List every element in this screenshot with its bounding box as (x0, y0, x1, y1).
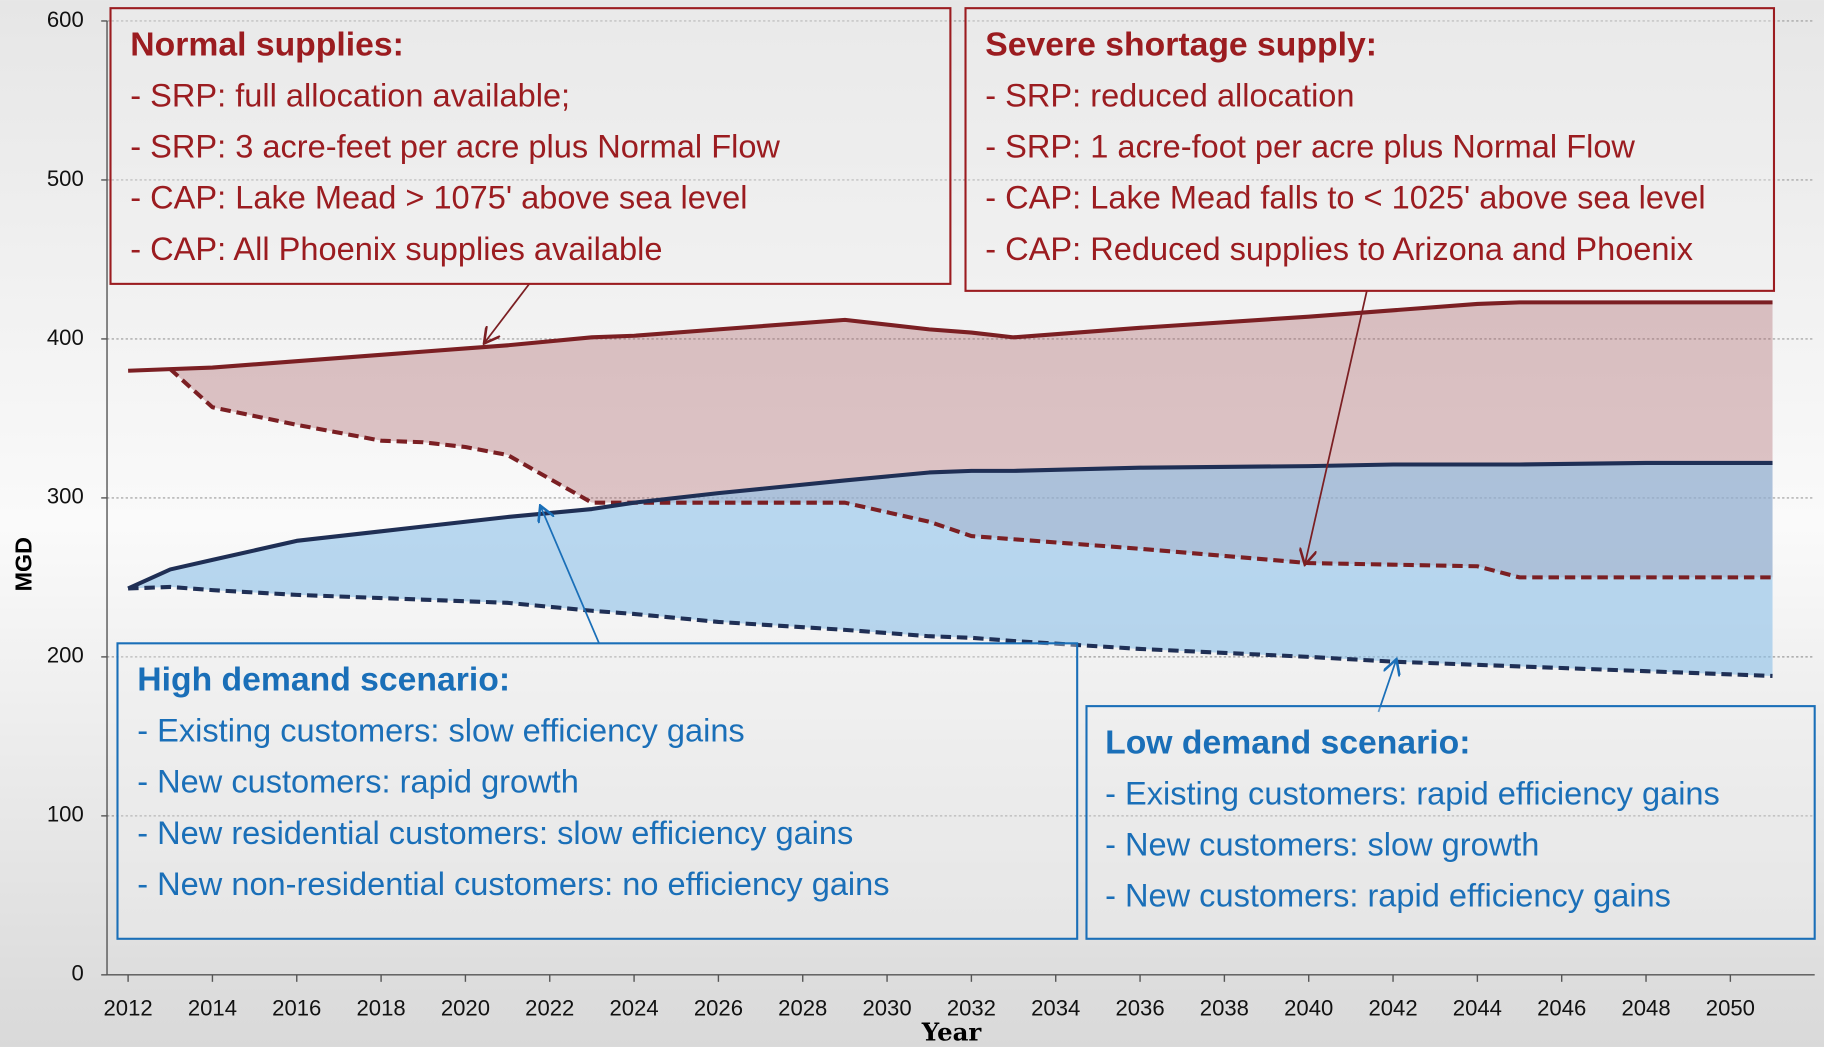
annotation-line: - SRP: full allocation available; (130, 77, 570, 113)
annotation-title: High demand scenario: (137, 661, 510, 699)
arrow (485, 283, 530, 342)
annotation-line: - Existing customers: rapid efficiency g… (1105, 775, 1720, 811)
x-tick-label: 2042 (1368, 996, 1417, 1021)
x-tick-label: 2032 (947, 996, 996, 1021)
annotation-frame (964, 7, 1776, 292)
y-tick-label: 0 (71, 961, 83, 986)
x-tick-label: 2014 (188, 996, 237, 1021)
series-line (168, 367, 1773, 580)
annotation-line: - CAP: All Phoenix supplies available (130, 231, 662, 267)
arrow (1377, 661, 1395, 713)
x-tick-label: 2022 (525, 996, 574, 1021)
annotation-line: - New customers: rapid efficiency gains (1105, 878, 1671, 914)
arrow (1305, 290, 1368, 563)
annotation-box: Normal supplies: - SRP: full allocation a… (109, 7, 952, 285)
arrow (541, 507, 600, 644)
x-axis-title: Year (921, 1018, 983, 1047)
x-tick-label: 2016 (272, 996, 321, 1021)
y-tick-label: 100 (47, 802, 84, 827)
series-line (128, 584, 1773, 678)
y-tick-label: 500 (47, 166, 84, 191)
x-tick-label: 2046 (1537, 996, 1586, 1021)
annotation-line: - CAP: Reduced supplies to Arizona and P… (985, 231, 1693, 267)
annotation-box: Low demand scenario: - Existing customers… (1085, 705, 1816, 940)
y-tick-label: 600 (47, 7, 84, 32)
x-tick-label: 2024 (610, 996, 659, 1021)
x-tick-label: 2012 (104, 996, 153, 1021)
series-line (127, 460, 1773, 591)
annotation-line: - New residential customers: slow effici… (137, 815, 853, 851)
annotation-frame (1085, 705, 1816, 940)
x-tick-label: 2026 (694, 996, 743, 1021)
x-tick-label: 2040 (1284, 996, 1333, 1021)
y-tick-label: 200 (47, 643, 84, 668)
x-tick-label: 2018 (357, 996, 406, 1021)
annotation-frame (116, 642, 1079, 940)
y-axis-title: MGD (11, 537, 37, 591)
annotation-line: - CAP: Lake Mead falls to < 1025' above … (985, 180, 1705, 216)
series-line (128, 300, 1773, 373)
annotation-line: - New customers: slow growth (1105, 826, 1539, 862)
x-tick-label: 2044 (1453, 996, 1502, 1021)
annotation-line: - New non-residential customers: no effi… (137, 866, 889, 902)
x-tick-label: 2030 (862, 996, 911, 1021)
annotation-box: High demand scenario: - Existing customer… (116, 642, 1079, 940)
annotation-title: Normal supplies: (130, 25, 404, 63)
y-tick-label: 300 (47, 484, 84, 509)
annotation-box: Severe shortage supply: - SRP: reduced al… (964, 7, 1776, 292)
x-tick-label: 2038 (1200, 996, 1249, 1021)
y-tick-label: 400 (47, 325, 84, 350)
annotation-line: - New customers: rapid growth (137, 764, 579, 800)
x-tick-label: 2020 (441, 996, 490, 1021)
annotation-title: Low demand scenario: (1105, 723, 1470, 761)
x-tick-label: 2048 (1621, 996, 1670, 1021)
annotation-title: Severe shortage supply: (985, 25, 1377, 63)
annotation-line: - SRP: reduced allocation (985, 77, 1354, 113)
plot-area: 0 100 200 300 400 500 600 2012 2014 2016 2018 2020 2… (47, 7, 1815, 1021)
x-tick-label: 2036 (1115, 996, 1164, 1021)
x-tick-label: 2028 (778, 996, 827, 1021)
x-tick-label: 2050 (1706, 996, 1755, 1021)
annotations: Normal supplies: - SRP: full allocation a… (109, 7, 1816, 940)
annotation-line: - SRP: 1 acre-foot per acre plus Normal … (985, 129, 1635, 165)
annotation-line: - SRP: 3 acre-feet per acre plus Normal … (130, 129, 780, 165)
annotation-line: - Existing customers: slow efficiency ga… (137, 712, 744, 748)
annotation-line: - CAP: Lake Mead > 1075' above sea level (130, 180, 747, 216)
annotation-frame (109, 7, 952, 285)
x-tick-label: 2034 (1031, 996, 1080, 1021)
arrows (485, 283, 1396, 713)
